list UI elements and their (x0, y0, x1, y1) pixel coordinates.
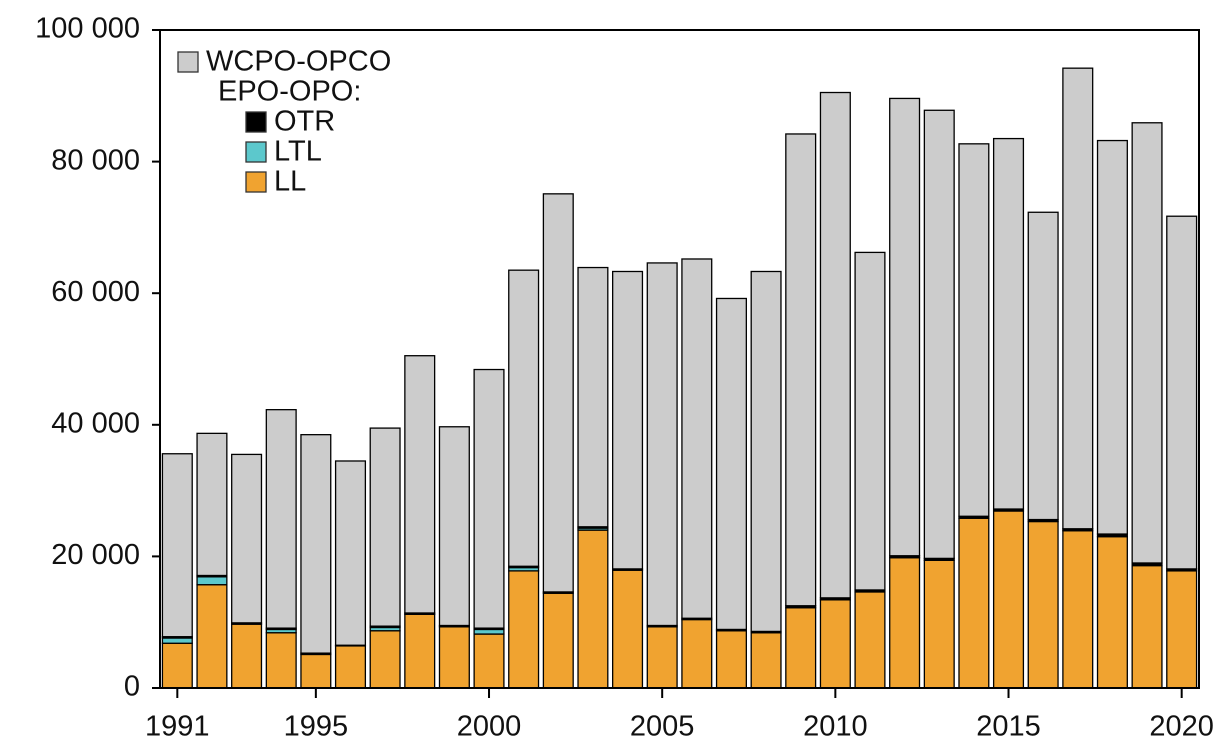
legend-swatch (245, 141, 267, 163)
legend-group-label: EPO-OPO: (218, 76, 361, 108)
y-tick-label: 0 (124, 671, 140, 703)
bar-segment (334, 645, 367, 689)
bar-segment (958, 143, 990, 517)
bar-segment (196, 584, 228, 689)
legend-swatch (245, 111, 267, 133)
bar-segment (508, 269, 540, 567)
legend-label: LTL (274, 136, 322, 168)
legend-label: WCPO-OPCO (206, 46, 391, 78)
bar-segment (923, 559, 955, 689)
y-tick-label: 20 000 (51, 539, 140, 571)
plot-frame (159, 29, 1200, 689)
bar-segment (300, 434, 332, 654)
y-tick-label: 80 000 (51, 144, 140, 176)
bar-segment (577, 529, 609, 689)
bar-segment (1062, 67, 1094, 530)
bar-segment (612, 569, 644, 689)
bar-segment (334, 460, 367, 646)
bar-segment (992, 510, 1025, 689)
bar-segment (161, 642, 193, 689)
bar-segment (265, 409, 297, 629)
y-tick-label: 60 000 (51, 276, 140, 308)
bar-segment (612, 270, 644, 570)
x-tick-label: 1995 (284, 711, 349, 743)
bar-segment (542, 193, 574, 593)
legend-label: LL (274, 166, 306, 198)
bar-segment (715, 297, 747, 631)
x-tick-label: 2000 (457, 711, 522, 743)
x-tick-label: 2020 (1149, 711, 1214, 743)
bar-segment (1131, 564, 1163, 689)
bar-segment (819, 599, 851, 689)
bar-segment (715, 630, 747, 689)
bar-segment (231, 453, 263, 624)
bar-segment (508, 570, 540, 689)
bar-segment (438, 426, 470, 627)
bar-segment (750, 270, 782, 633)
x-tick-label: 2005 (630, 711, 695, 743)
bar-segment (681, 258, 713, 619)
legend-swatch (245, 171, 267, 193)
bar-segment (577, 266, 609, 528)
bar-segment (1062, 530, 1094, 689)
bar-segment (854, 251, 886, 591)
bar-segment (1166, 215, 1198, 570)
bar-segment (681, 618, 713, 689)
bar-segment (889, 97, 921, 557)
bar-segment (473, 633, 505, 689)
bar-segment (1131, 122, 1163, 564)
bar-segment (196, 432, 228, 577)
bar-segment (369, 427, 401, 627)
x-tick-label: 1991 (145, 711, 210, 743)
bar-segment (923, 109, 955, 560)
bar-segment (473, 628, 505, 635)
bar-segment (854, 591, 886, 689)
bar-segment (1096, 139, 1128, 535)
bar-segment (542, 592, 574, 689)
x-tick-label: 2015 (976, 711, 1041, 743)
bar-segment (438, 626, 470, 689)
bar-segment (819, 91, 851, 599)
bar-segment (231, 623, 263, 689)
legend-swatch (177, 51, 199, 73)
bar-segment (369, 630, 401, 689)
bar-segment (404, 355, 436, 614)
bar-segment (889, 557, 921, 689)
bar-segment (1027, 211, 1059, 521)
bar-segment (646, 626, 678, 689)
bar-segment (473, 368, 505, 629)
y-tick-label: 40 000 (51, 407, 140, 439)
bar-segment (785, 607, 817, 689)
bar-segment (992, 137, 1025, 510)
bar-segment (750, 632, 782, 689)
bar-segment (1027, 520, 1059, 689)
bar-segment (265, 632, 297, 689)
bar-segment (785, 133, 817, 607)
bar-segment (161, 637, 193, 644)
bar-segment (196, 576, 228, 586)
x-tick-label: 2010 (803, 711, 868, 743)
bar-segment (300, 653, 332, 689)
y-tick-label: 100 000 (35, 13, 140, 45)
bar-segment (1166, 570, 1198, 689)
legend-label: OTR (274, 106, 335, 138)
bar-segment (646, 262, 678, 627)
bar-segment (958, 517, 990, 689)
bar-segment (1096, 536, 1128, 689)
bar-segment (161, 453, 193, 638)
bar-segment (404, 613, 436, 689)
